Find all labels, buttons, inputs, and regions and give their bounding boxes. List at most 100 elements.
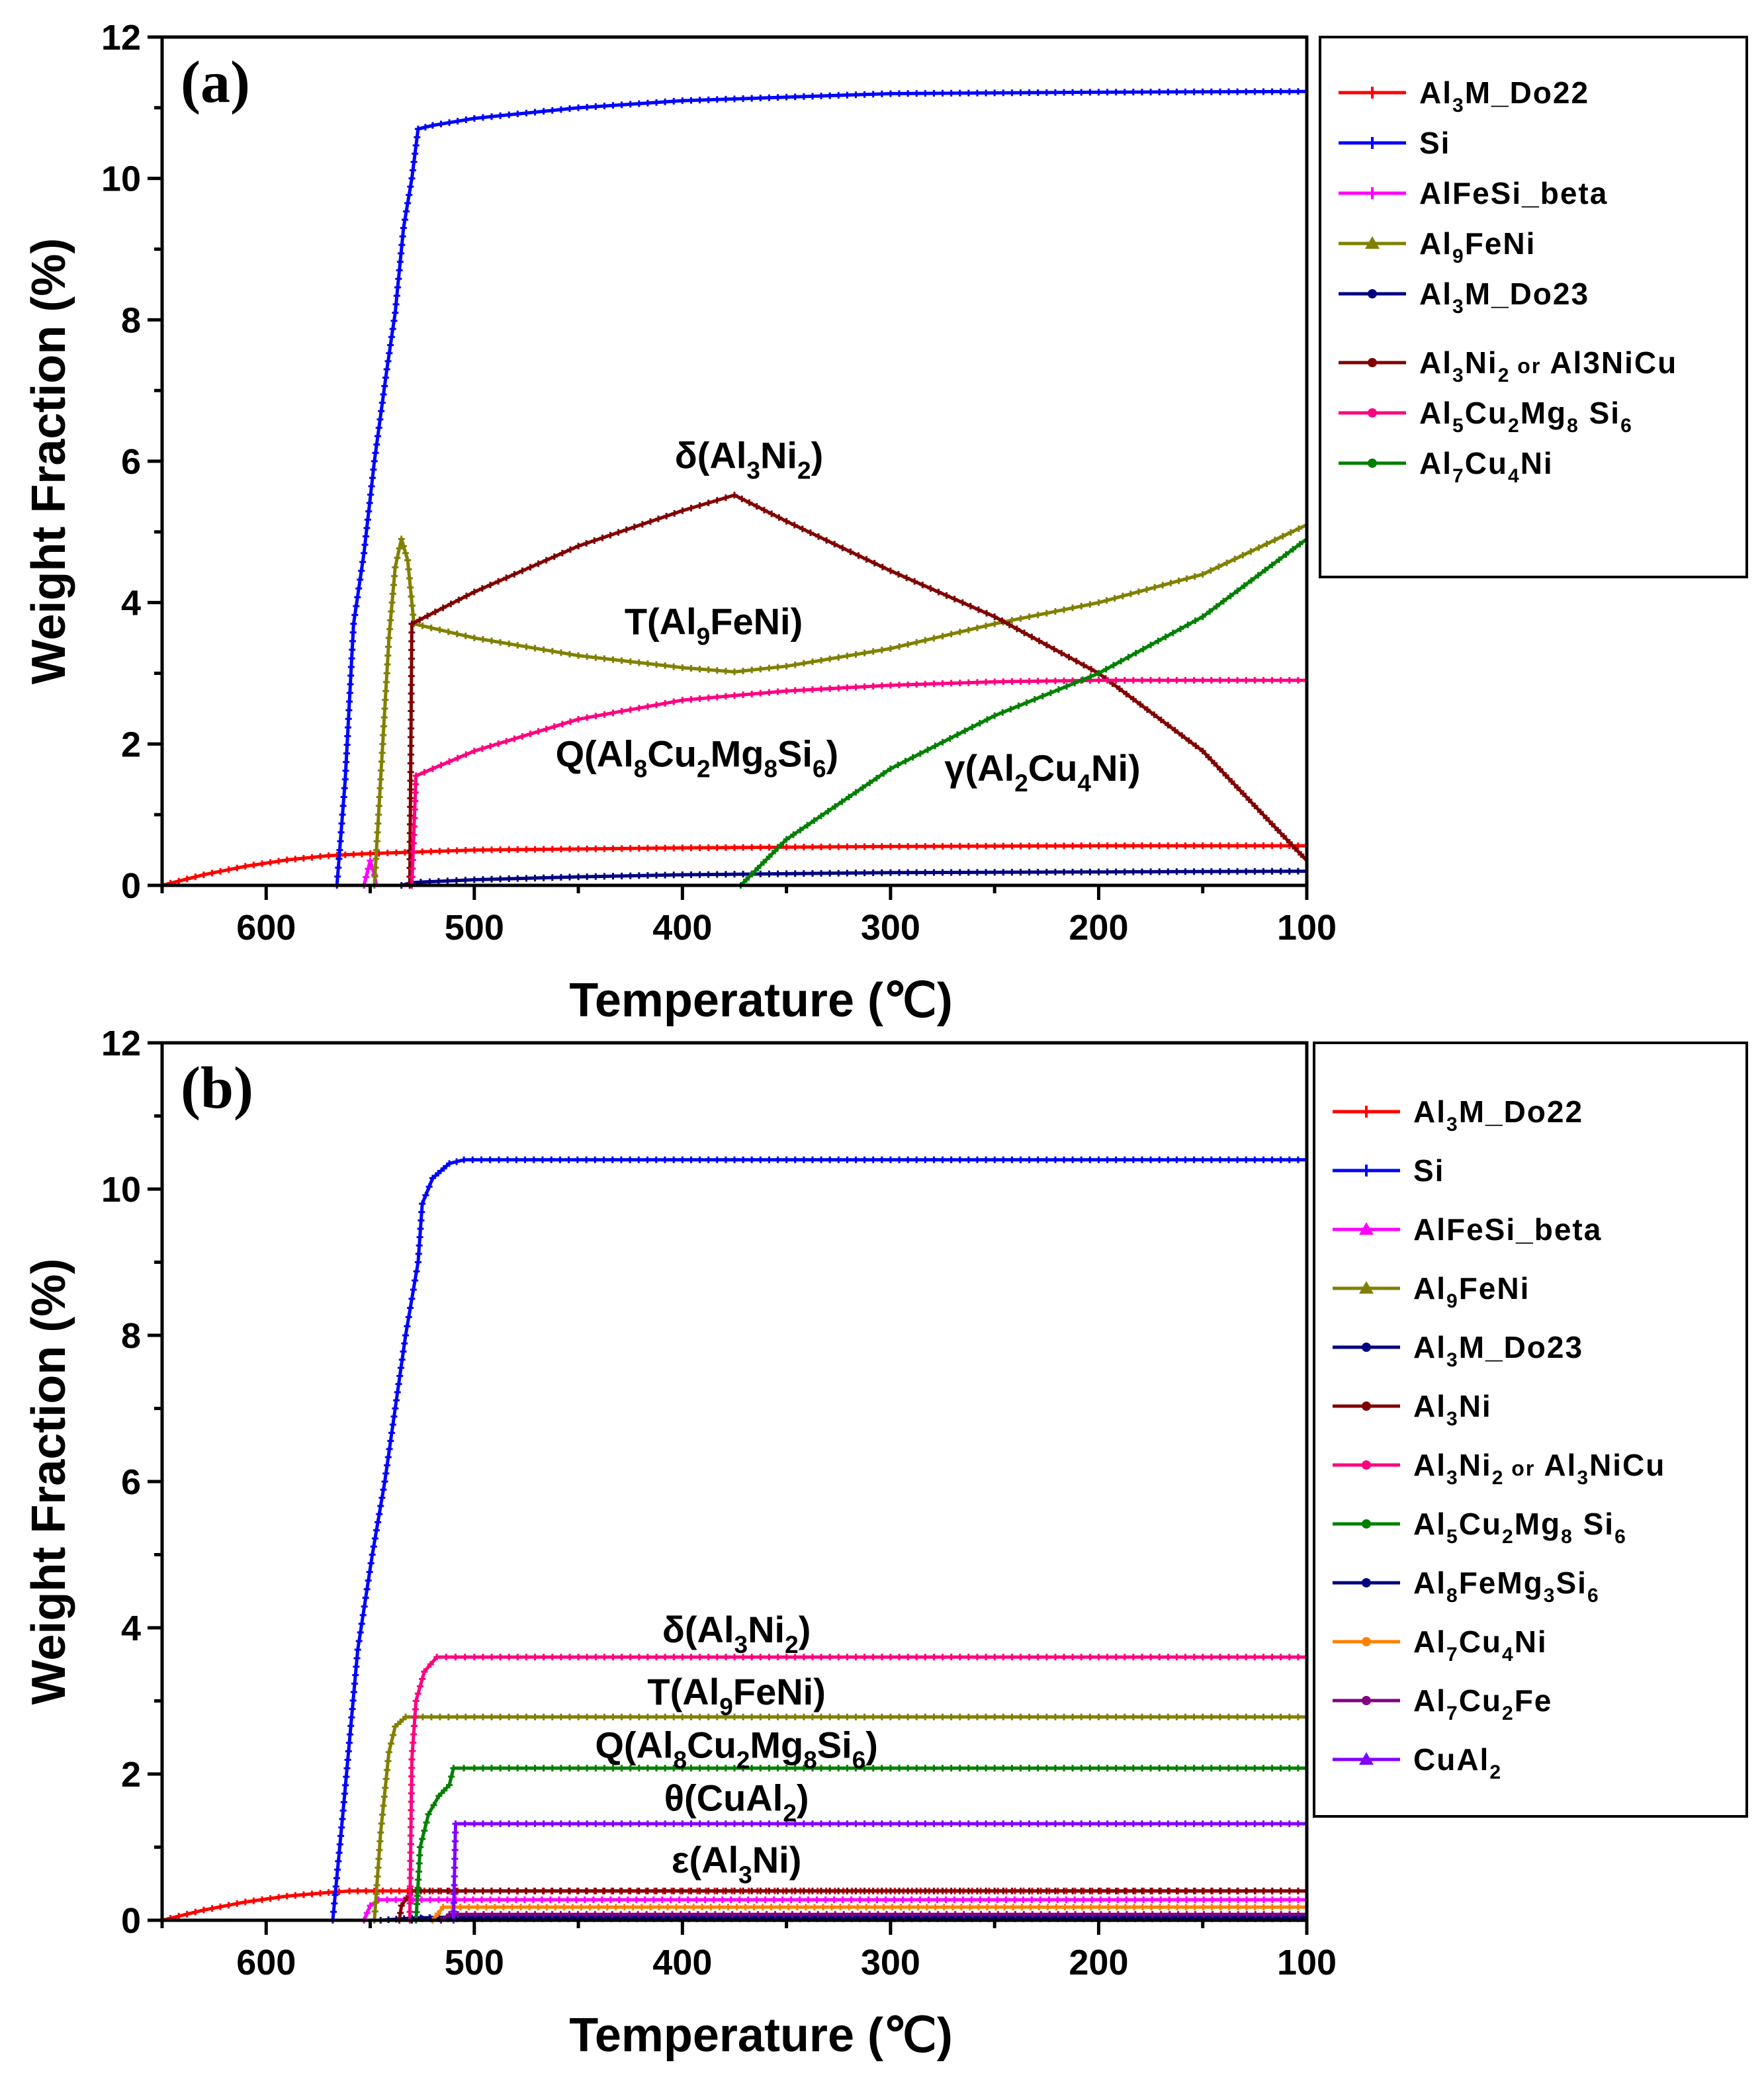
x-tick-label: 500 (445, 1943, 504, 1982)
legend-label-part: Cu (1465, 446, 1508, 480)
phase-annotation-part: 3 (734, 1631, 748, 1658)
legend-label-part (1510, 354, 1517, 378)
y-axis-title: Weight Fraction (%) (22, 1259, 75, 1705)
legend-label-part: or (1517, 354, 1541, 378)
phase-annotation-part: 2 (736, 1747, 750, 1774)
legend-label-part: Cu (1459, 1624, 1502, 1659)
y-tick-label: 6 (121, 1462, 141, 1502)
legend-label-part: 3 (1446, 1408, 1459, 1430)
legend-label-part: Al3NiCu (1541, 345, 1677, 380)
phase-annotation-part: T(Al (647, 1671, 719, 1712)
y-tick-label: 8 (121, 1316, 141, 1356)
phase-annotation-part: Q(Al (556, 733, 634, 775)
legend-label-part: M_Do23 (1459, 1330, 1583, 1364)
legend-item-Al3M_Do22: Al3M_Do22 (1333, 1094, 1582, 1135)
legend-label-part: CuAl (1413, 1742, 1489, 1777)
series-Al7Cu4Ni (737, 537, 1308, 889)
legend-label: Al5Cu2Mg8 Si6 (1413, 1507, 1627, 1548)
x-tick-label: 300 (861, 1943, 920, 1982)
legend-item-Al9FeNi: Al9FeNi (1339, 226, 1536, 267)
phase-annotation-part: 8 (803, 1747, 817, 1774)
legend-label-part: Ni (1459, 1448, 1492, 1482)
legend-label-part: 3 (1544, 1585, 1556, 1607)
y-tick-label: 0 (121, 866, 141, 906)
legend-swatch-marker (1366, 87, 1378, 99)
legend-label-part: 3 (1577, 1467, 1589, 1489)
legend-label-part: Si (1573, 1507, 1614, 1541)
phase-annotation-part: Cu (687, 1724, 736, 1766)
phase-annotation-part: T(Al (625, 601, 697, 643)
legend-label: Al7Cu4Ni (1413, 1624, 1548, 1666)
legend-item-AlFeSi_beta: AlFeSi_beta (1333, 1212, 1601, 1247)
phase-annotation-part: 6 (813, 756, 826, 783)
legend-label-part: 3 (1446, 1114, 1459, 1135)
legend-label-part: Al (1535, 1448, 1577, 1482)
legend-label: Al9FeNi (1419, 226, 1536, 267)
legend-item-Al3Ni2: Al3Ni2 or Al3NiCu (1333, 1448, 1665, 1489)
y-tick-label: 8 (121, 300, 141, 340)
legend-label: Si (1419, 126, 1450, 160)
legend-label-part: 3 (1446, 1467, 1459, 1489)
legend-item-Si: Si (1333, 1153, 1443, 1188)
y-tick-label: 4 (121, 584, 141, 623)
legend-item-Al9FeNi: Al9FeNi (1333, 1271, 1530, 1312)
legend-label: AlFeSi_beta (1419, 176, 1608, 210)
phase-annotation-part: θ(CuAl (664, 1777, 783, 1818)
legend-label-part: 5 (1452, 415, 1465, 437)
phase-annotation: θ(CuAl2) (664, 1777, 809, 1826)
legend-label: Al5Cu2Mg8 Si6 (1419, 396, 1633, 437)
phase-annotation-part: 3 (746, 457, 760, 484)
series-Al3M_Do22 (159, 842, 1307, 889)
y-tick-label: 12 (101, 1024, 141, 1063)
phase-annotation-part: FeNi) (733, 1671, 826, 1712)
legend-label-part: 9 (1452, 245, 1465, 267)
phase-annotation-part: ) (811, 435, 824, 476)
legend-swatch-marker (1365, 236, 1380, 249)
legend-swatch-marker (1360, 1165, 1372, 1177)
legend-label-part: AlFeSi_beta (1419, 176, 1608, 210)
phase-annotation-part: FeNi) (710, 601, 803, 643)
x-tick-label: 500 (445, 908, 504, 948)
legend-label: Al3M_Do23 (1413, 1330, 1583, 1371)
legend-label-part: Cu (1459, 1507, 1502, 1541)
phase-annotation: Q(Al8Cu2Mg8Si6) (556, 733, 839, 783)
y-tick-label: 0 (121, 1901, 141, 1941)
phase-annotation-part: Si (777, 733, 813, 775)
x-tick-label: 100 (1277, 908, 1337, 948)
legend-swatch-marker (1368, 289, 1377, 298)
legend-label-part: Al (1413, 1448, 1446, 1482)
legend-label-part: Al (1419, 75, 1452, 110)
legend-label-part: Al (1413, 1624, 1446, 1659)
series-Al9FeNi (371, 523, 1308, 889)
legend-label-part: 2 (1502, 1526, 1515, 1548)
phase-annotation-part: ) (799, 1609, 811, 1650)
legend-swatch-marker (1368, 408, 1377, 418)
legend-swatch-marker (1359, 1752, 1374, 1765)
series-Al3Ni2 (406, 1654, 1307, 1924)
phase-annotation-part: 2 (783, 1799, 797, 1826)
legend-swatch-marker (1362, 1637, 1371, 1646)
legend-label-part: Al (1419, 396, 1452, 430)
series-line-Al9FeNi (373, 523, 1308, 886)
legend-label-part: Al (1419, 277, 1452, 311)
phase-annotation-part: 2 (797, 457, 811, 484)
legend-label-part: Al (1419, 226, 1452, 261)
legend-label-part: 6 (1614, 1526, 1627, 1548)
x-tick-label: 300 (861, 908, 920, 948)
legend-label: Al7Cu4Ni (1419, 446, 1554, 487)
legend-item-Al7Cu2Fe: Al7Cu2Fe (1333, 1683, 1551, 1724)
legend-label-part: Al (1413, 1271, 1446, 1306)
legend-label-part: FeMg (1459, 1566, 1544, 1600)
phase-annotation-part: δ(Al (662, 1609, 734, 1650)
legend-item-Al8FeMg3Si6: Al8FeMg3Si6 (1333, 1566, 1599, 1607)
legend-item-Al3Ni: Al3Ni (1333, 1389, 1491, 1430)
legend-label-part: 2 (1508, 415, 1521, 437)
legend-label-part: Al (1413, 1683, 1446, 1718)
legend-swatch-marker (1366, 137, 1378, 149)
legend-label: Al9FeNi (1413, 1271, 1530, 1312)
phase-annotation: δ(Al3Ni2) (675, 435, 823, 484)
legend-label-part: NiCu (1589, 1448, 1665, 1482)
legend-label-part: Cu (1459, 1683, 1502, 1718)
phase-annotation-part: Si (817, 1724, 852, 1766)
legend-label-part: FeNi (1459, 1271, 1530, 1306)
